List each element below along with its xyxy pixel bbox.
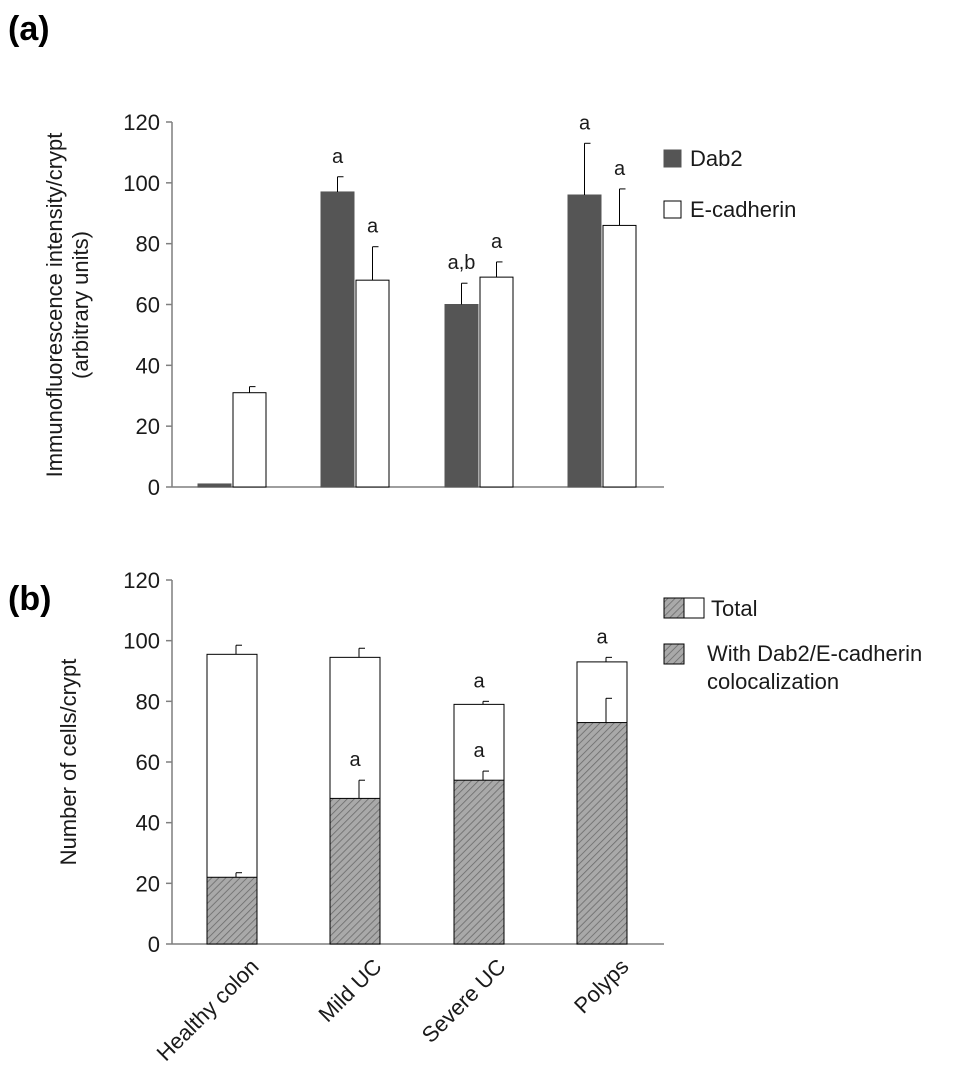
y-tick-label-b: 0 (148, 932, 160, 957)
y-tick-label-a: 100 (123, 171, 160, 196)
bar-b-colocalization (206, 876, 258, 945)
y-tick-label-a: 0 (148, 475, 160, 500)
legend-label-ecadherin: E-cadherin (690, 197, 796, 222)
legend-swatch-total-hatched (663, 597, 685, 619)
bar-a-ecadherin (232, 392, 267, 488)
chart-b: 0 20 40 60 80 100 120 Number of cells/crypt Heal… (56, 568, 922, 1066)
significance-label-a: a (367, 216, 379, 238)
y-tick-label-b: 20 (136, 871, 160, 896)
bar-a-dab2 (197, 483, 232, 488)
significance-label-b-coloc: a (349, 749, 361, 771)
legend-label-colocalization: With Dab2/E-cadherin colocalization (707, 641, 922, 694)
y-axis-title-a-line1: Immunofluorescence intensity/crypt (42, 133, 67, 478)
bar-a-ecadherin (355, 279, 390, 488)
significance-label-a: a (332, 146, 344, 168)
legend-swatch-ecadherin (663, 200, 682, 219)
significance-label-a: a (579, 112, 591, 134)
y-tick-label-a: 20 (136, 414, 160, 439)
bar-b-colocalization (329, 797, 381, 945)
panel-a-label: (a) (8, 10, 50, 48)
y-axis-title-a: Immunofluorescence intensity/crypt(arbit… (42, 133, 93, 478)
y-tick-label-b: 120 (123, 568, 160, 593)
category-label: Mild UC (314, 954, 387, 1027)
y-axis-title-a-line2: (arbitrary units) (68, 231, 93, 379)
legend-swatch-dab2 (663, 149, 682, 168)
legend-label-dab2: Dab2 (690, 146, 743, 171)
panel-b-label: (b) (8, 580, 51, 618)
y-tick-label-b: 80 (136, 689, 160, 714)
bar-b-colocalization (576, 722, 628, 945)
category-label: Polyps (569, 954, 633, 1018)
y-tick-label-a: 40 (136, 353, 160, 378)
y-tick-label-a: 60 (136, 293, 160, 318)
legend-swatch-total-plain (683, 597, 705, 619)
bar-a-ecadherin (479, 276, 514, 488)
significance-label-a: a,b (448, 252, 476, 274)
y-tick-label-a: 120 (123, 110, 160, 135)
bar-a-ecadherin (602, 224, 637, 488)
legend-swatch-colocalization (663, 643, 685, 665)
category-label: Healthy colon (152, 954, 264, 1066)
legend-label-colocalization-line2: colocalization (707, 669, 839, 694)
significance-label-b-total: a (596, 626, 608, 648)
bar-a-dab2 (320, 191, 355, 488)
y-tick-label-a: 80 (136, 232, 160, 257)
y-tick-label-b: 100 (123, 629, 160, 654)
y-axis-title-b: Number of cells/crypt (56, 659, 81, 866)
bar-a-dab2 (567, 194, 602, 488)
y-tick-label-b: 40 (136, 811, 160, 836)
category-label: Severe UC (417, 954, 511, 1048)
significance-label-b-total: a (473, 670, 485, 692)
bar-a-dab2 (444, 304, 479, 488)
chart-a: 0 20 40 60 80 100 120 Immunofluorescence intens… (42, 110, 796, 500)
significance-label-a: a (614, 158, 626, 180)
significance-label-b-coloc: a (473, 740, 485, 762)
y-tick-label-b: 60 (136, 750, 160, 775)
legend-label-colocalization-line1: With Dab2/E-cadherin (707, 641, 922, 666)
bar-b-colocalization (453, 779, 505, 945)
significance-label-a: a (491, 231, 503, 253)
legend-label-total: Total (711, 596, 757, 621)
